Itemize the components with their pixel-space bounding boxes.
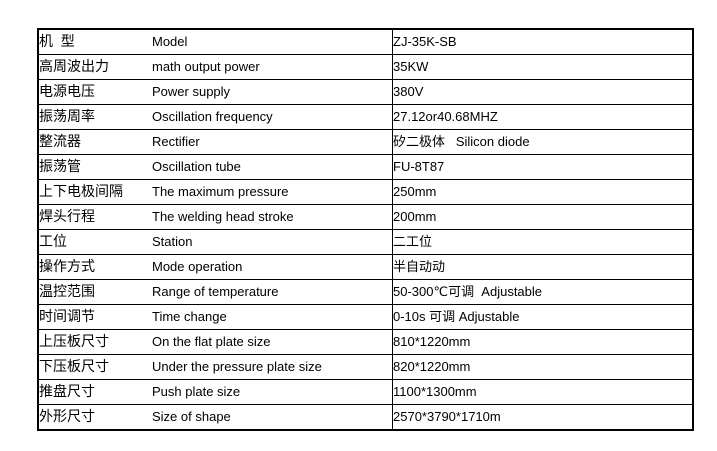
spec-label-cn: 上压板尺寸 <box>38 329 152 355</box>
table-row: 推盘尺寸 Push plate size 1100*1300mm <box>38 379 693 405</box>
table-row: 温控范围 Range of temperature 50-300℃可调 Adju… <box>38 279 693 305</box>
table-row: 上压板尺寸 On the flat plate size 810*1220mm <box>38 329 693 355</box>
table-row: 机 型 Model ZJ-35K-SB <box>38 28 693 55</box>
spec-label-cn: 下压板尺寸 <box>38 354 152 380</box>
table-row: 整流器 Rectifier 矽二极体 Silicon diode <box>38 129 693 155</box>
spec-label-en: On the flat plate size <box>152 329 393 355</box>
spec-label-en: Station <box>152 229 393 255</box>
spec-label-en: Model <box>152 28 393 55</box>
table-row: 电源电压 Power supply 380V <box>38 79 693 105</box>
spec-label-cn: 振荡周率 <box>38 104 152 130</box>
spec-label-en: The maximum pressure <box>152 179 393 205</box>
spec-label-cn: 高周波出力 <box>38 54 152 80</box>
spec-value: 1100*1300mm <box>392 379 693 405</box>
spec-label-cn: 操作方式 <box>38 254 152 280</box>
spec-value: 250mm <box>392 179 693 205</box>
spec-label-cn: 机 型 <box>38 28 152 55</box>
spec-label-cn: 温控范围 <box>38 279 152 305</box>
spec-label-cn: 时间调节 <box>38 304 152 330</box>
spec-label-cn: 工位 <box>38 229 152 255</box>
spec-label-cn: 上下电极间隔 <box>38 179 152 205</box>
table-row: 工位 Station 二工位 <box>38 229 693 255</box>
spec-label-cn: 整流器 <box>38 129 152 155</box>
spec-value: 200mm <box>392 204 693 230</box>
spec-value: 2570*3790*1710m <box>392 404 693 431</box>
spec-value: 矽二极体 Silicon diode <box>392 129 693 155</box>
spec-label-en: Size of shape <box>152 404 393 431</box>
spec-table-body: 机 型 Model ZJ-35K-SB 高周波出力 math output po… <box>38 28 693 431</box>
spec-value: 35KW <box>392 54 693 80</box>
table-row: 时间调节 Time change 0-10s 可调 Adjustable <box>38 304 693 330</box>
spec-table: 机 型 Model ZJ-35K-SB 高周波出力 math output po… <box>37 28 694 431</box>
table-row: 上下电极间隔 The maximum pressure 250mm <box>38 179 693 205</box>
table-row: 操作方式 Mode operation 半自动动 <box>38 254 693 280</box>
spec-label-cn: 外形尺寸 <box>38 404 152 431</box>
table-row: 振荡周率 Oscillation frequency 27.12or40.68M… <box>38 104 693 130</box>
spec-label-en: Mode operation <box>152 254 393 280</box>
spec-value: 0-10s 可调 Adjustable <box>392 304 693 330</box>
spec-label-en: Power supply <box>152 79 393 105</box>
spec-value: 27.12or40.68MHZ <box>392 104 693 130</box>
table-row: 外形尺寸 Size of shape 2570*3790*1710m <box>38 404 693 431</box>
spec-value: 810*1220mm <box>392 329 693 355</box>
spec-value: 380V <box>392 79 693 105</box>
spec-label-en: Time change <box>152 304 393 330</box>
table-row: 振荡管 Oscillation tube FU-8T87 <box>38 154 693 180</box>
spec-value: 50-300℃可调 Adjustable <box>392 279 693 305</box>
table-row: 下压板尺寸 Under the pressure plate size 820*… <box>38 354 693 380</box>
spec-value: FU-8T87 <box>392 154 693 180</box>
spec-label-en: Oscillation frequency <box>152 104 393 130</box>
spec-value: ZJ-35K-SB <box>392 28 693 55</box>
spec-label-cn: 推盘尺寸 <box>38 379 152 405</box>
spec-label-en: The welding head stroke <box>152 204 393 230</box>
spec-label-en: Under the pressure plate size <box>152 354 393 380</box>
spec-value: 820*1220mm <box>392 354 693 380</box>
table-row: 高周波出力 math output power 35KW <box>38 54 693 80</box>
spec-label-cn: 电源电压 <box>38 79 152 105</box>
spec-label-cn: 振荡管 <box>38 154 152 180</box>
spec-value: 半自动动 <box>392 254 693 280</box>
spec-label-en: Rectifier <box>152 129 393 155</box>
spec-label-cn: 焊头行程 <box>38 204 152 230</box>
spec-label-en: math output power <box>152 54 393 80</box>
spec-label-en: Range of temperature <box>152 279 393 305</box>
table-row: 焊头行程 The welding head stroke 200mm <box>38 204 693 230</box>
spec-label-en: Oscillation tube <box>152 154 393 180</box>
spec-label-en: Push plate size <box>152 379 393 405</box>
spec-value: 二工位 <box>392 229 693 255</box>
